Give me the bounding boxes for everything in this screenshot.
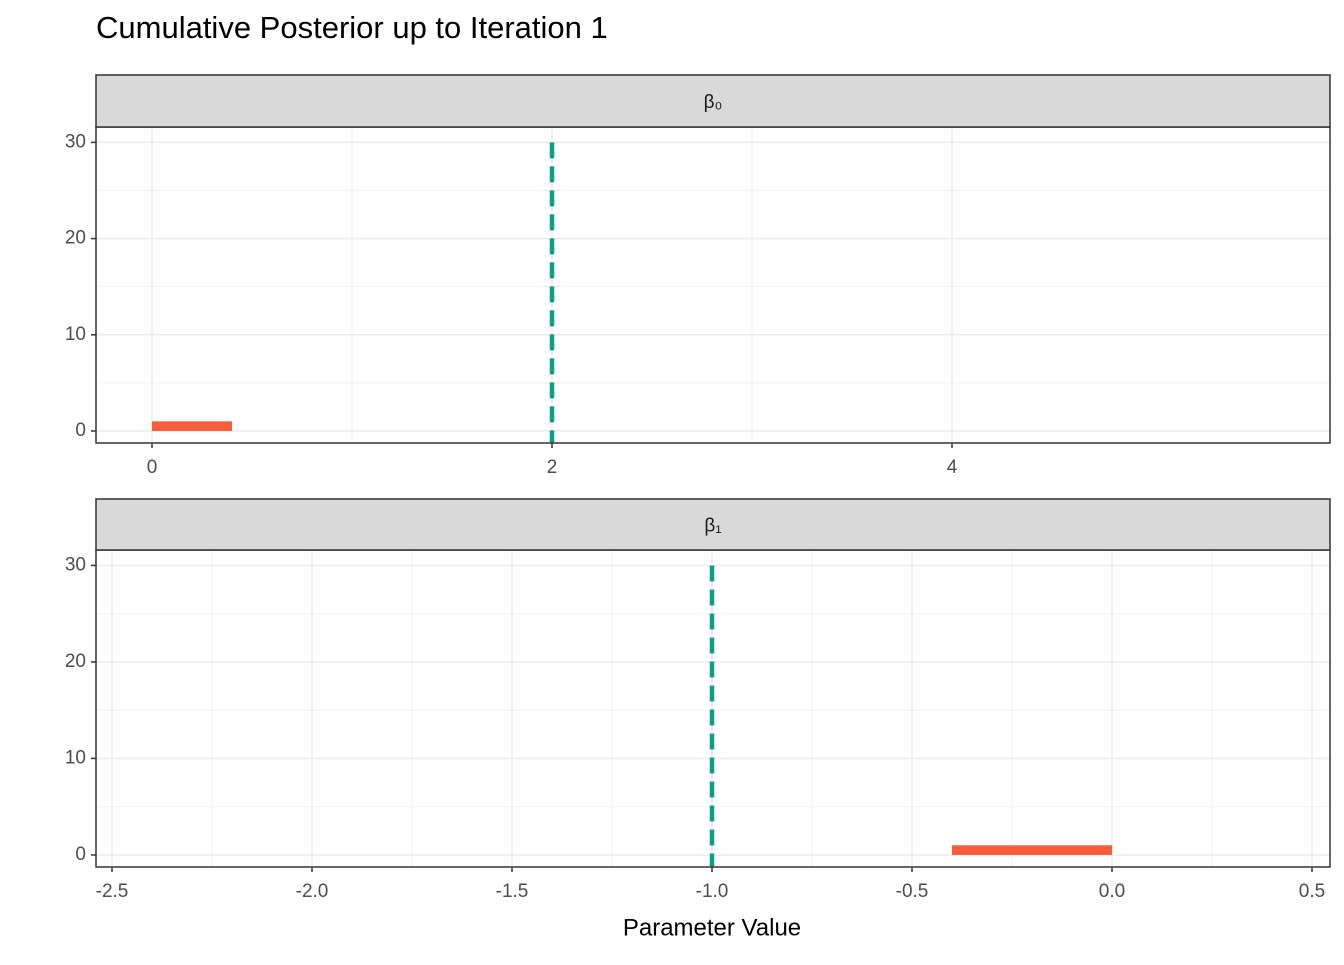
y-tick-label: 20	[65, 651, 86, 672]
x-tick-label: 4	[947, 457, 958, 478]
x-axis-label: Parameter Value	[623, 914, 801, 941]
facet-strip	[95, 74, 1331, 128]
x-tick-label: 2	[547, 457, 558, 478]
x-tick-label: 0.0	[1099, 881, 1125, 902]
x-tick-label: -1.5	[496, 881, 529, 902]
x-tick-label: -0.5	[896, 881, 929, 902]
y-tick-label: 0	[75, 844, 86, 865]
y-tick-label: 0	[75, 420, 86, 441]
facet-label: β₁	[704, 516, 721, 537]
x-tick-label: -1.0	[696, 881, 729, 902]
facet-label: β₀	[704, 92, 723, 113]
x-tick-label: -2.5	[96, 881, 129, 902]
panel-background	[96, 127, 1330, 443]
y-tick-label: 10	[65, 747, 86, 768]
x-tick-label: 0.5	[1299, 881, 1325, 902]
y-tick-label: 10	[65, 324, 86, 345]
y-tick-label: 30	[65, 131, 86, 152]
facet-strip	[95, 498, 1331, 551]
histogram-bar	[952, 845, 1112, 855]
y-tick-label: 30	[65, 554, 86, 575]
chart-title: Cumulative Posterior up to Iteration 1	[96, 10, 608, 45]
y-tick-label: 20	[65, 228, 86, 249]
x-tick-label: 0	[147, 457, 158, 478]
histogram-bar	[152, 421, 232, 431]
x-tick-label: -2.0	[296, 881, 329, 902]
